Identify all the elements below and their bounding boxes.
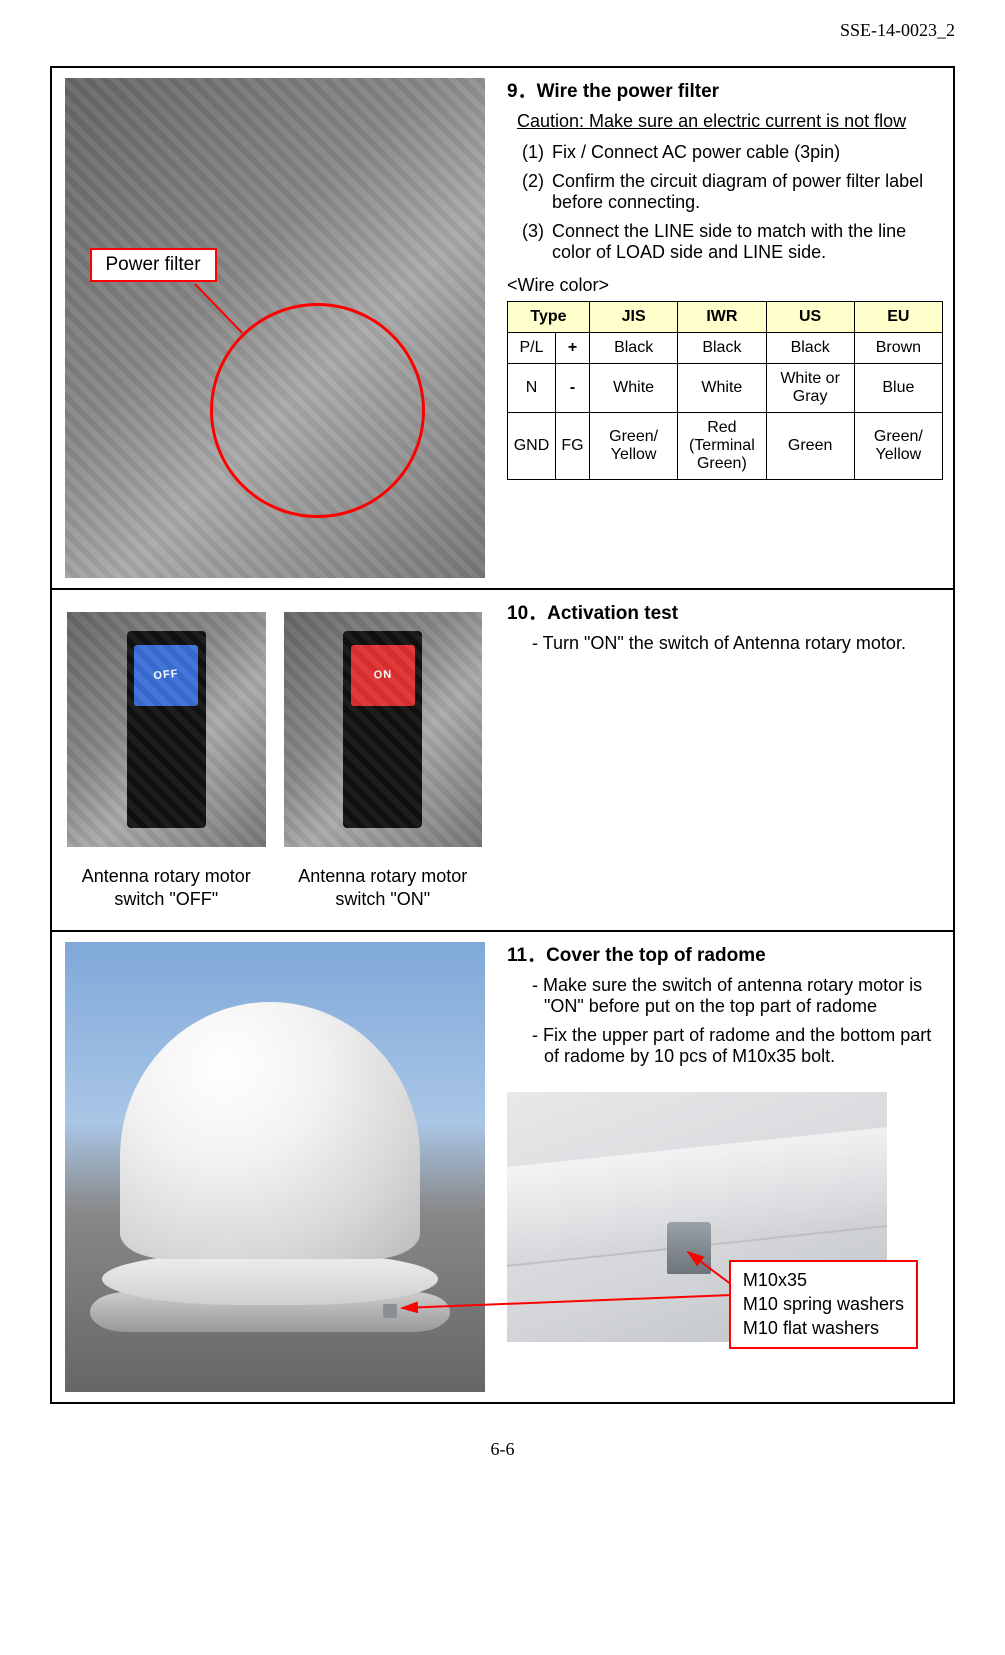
switch-off-figure: Antenna rotary motor switch "OFF" bbox=[67, 612, 266, 912]
table-header: EU bbox=[854, 302, 942, 333]
callout-line: M10 spring washers bbox=[743, 1292, 904, 1316]
section-9-text: 9．Wire the power filter Caution: Make su… bbox=[497, 68, 953, 588]
bolt-callout: M10x35 M10 spring washers M10 flat washe… bbox=[729, 1260, 918, 1349]
section-11-title: 11．Cover the top of radome bbox=[507, 940, 943, 967]
table-header: US bbox=[766, 302, 854, 333]
annotation-leader-line bbox=[194, 283, 243, 333]
switch-off-photo bbox=[67, 612, 266, 847]
callout-line: M10 flat washers bbox=[743, 1316, 904, 1340]
table-cell: Green/ Yellow bbox=[854, 413, 942, 480]
table-cell: White or Gray bbox=[766, 364, 854, 413]
section-9-title: 9．Wire the power filter bbox=[507, 76, 943, 103]
table-cell: Black bbox=[766, 333, 854, 364]
wire-color-table: Type JIS IWR US EU P/L + Black Black Bla… bbox=[507, 301, 943, 480]
table-cell: White bbox=[678, 364, 766, 413]
table-cell: Brown bbox=[854, 333, 942, 364]
document-id: SSE-14-0023_2 bbox=[50, 20, 955, 41]
switch-on-figure: Antenna rotary motor switch "ON" bbox=[284, 612, 483, 912]
table-header: Type bbox=[508, 302, 590, 333]
radome-shape bbox=[120, 1002, 420, 1332]
section-9-caution: Caution: Make sure an electric current i… bbox=[517, 111, 943, 132]
bolt-head bbox=[667, 1222, 711, 1274]
table-cell: P/L bbox=[508, 333, 556, 364]
bolt-marker bbox=[383, 1304, 397, 1318]
table-row: GND FG Green/ Yellow Red (Terminal Green… bbox=[508, 413, 943, 480]
table-header: JIS bbox=[590, 302, 678, 333]
section-10-image-area: Antenna rotary motor switch "OFF" Antenn… bbox=[52, 590, 497, 930]
table-cell: + bbox=[556, 333, 590, 364]
section-11: 11．Cover the top of radome - Make sure t… bbox=[52, 932, 953, 1402]
step-text: Fix / Connect AC power cable (3pin) bbox=[552, 142, 943, 163]
section-10-title: 10．Activation test bbox=[507, 598, 943, 625]
callout-line: M10x35 bbox=[743, 1268, 904, 1292]
section-9-steps: (1)Fix / Connect AC power cable (3pin) (… bbox=[507, 142, 943, 263]
table-cell: Blue bbox=[854, 364, 942, 413]
table-cell: Red (Terminal Green) bbox=[678, 413, 766, 480]
section-10: Antenna rotary motor switch "OFF" Antenn… bbox=[52, 590, 953, 932]
table-cell: FG bbox=[556, 413, 590, 480]
section-9: Power filter 9．Wire the power filter Cau… bbox=[52, 68, 953, 590]
step-number: (1) bbox=[522, 142, 552, 163]
wire-color-label: <Wire color> bbox=[507, 275, 943, 296]
table-cell: GND bbox=[508, 413, 556, 480]
section-11-bullets: - Make sure the switch of antenna rotary… bbox=[507, 975, 943, 1067]
table-cell: White bbox=[590, 364, 678, 413]
table-cell: - bbox=[556, 364, 590, 413]
bullet-item: - Make sure the switch of antenna rotary… bbox=[532, 975, 943, 1017]
section-10-bullet: - Turn "ON" the switch of Antenna rotary… bbox=[507, 633, 943, 654]
power-filter-label: Power filter bbox=[90, 248, 217, 282]
switch-off-caption: Antenna rotary motor switch "OFF" bbox=[67, 865, 266, 912]
switch-on-caption: Antenna rotary motor switch "ON" bbox=[284, 865, 483, 912]
step-number: (3) bbox=[522, 221, 552, 263]
page-number: 6-6 bbox=[50, 1439, 955, 1460]
table-cell: Black bbox=[678, 333, 766, 364]
table-row: N - White White White or Gray Blue bbox=[508, 364, 943, 413]
table-row: P/L + Black Black Black Brown bbox=[508, 333, 943, 364]
step-text: Confirm the circuit diagram of power fil… bbox=[552, 171, 943, 213]
bullet-item: - Fix the upper part of radome and the b… bbox=[532, 1025, 943, 1067]
step-number: (2) bbox=[522, 171, 552, 213]
step-text: Connect the LINE side to match with the … bbox=[552, 221, 943, 263]
switch-on-photo bbox=[284, 612, 483, 847]
section-9-image-area: Power filter bbox=[52, 68, 497, 588]
table-cell: Green/ Yellow bbox=[590, 413, 678, 480]
table-header: IWR bbox=[678, 302, 766, 333]
table-header-row: Type JIS IWR US EU bbox=[508, 302, 943, 333]
table-cell: Black bbox=[590, 333, 678, 364]
table-cell: N bbox=[508, 364, 556, 413]
power-filter-photo: Power filter bbox=[65, 78, 485, 578]
section-11-image-area bbox=[52, 932, 497, 1402]
annotation-circle bbox=[210, 303, 425, 518]
table-cell: Green bbox=[766, 413, 854, 480]
content-frame: Power filter 9．Wire the power filter Cau… bbox=[50, 66, 955, 1404]
section-10-text: 10．Activation test - Turn "ON" the switc… bbox=[497, 590, 953, 930]
radome-photo bbox=[65, 942, 485, 1392]
